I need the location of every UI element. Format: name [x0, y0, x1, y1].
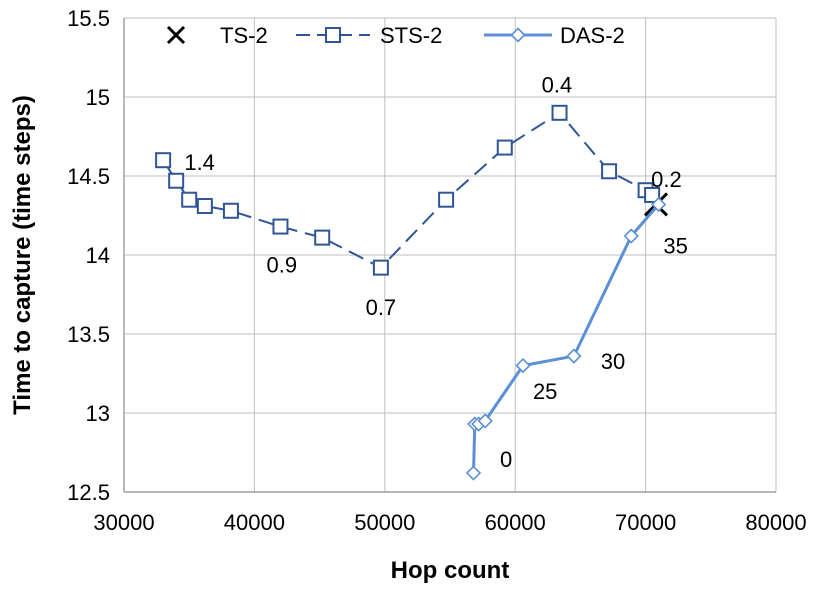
series-layer — [155, 104, 669, 481]
legend-label: STS-2 — [380, 23, 442, 48]
data-point — [515, 357, 531, 374]
data-label: 25 — [533, 379, 557, 404]
data-point — [222, 202, 239, 219]
axes: 30000 40000 50000 60000 70000 80000 12.5 13 13.5… — [67, 6, 806, 535]
y-tick-label: 13 — [86, 401, 110, 426]
data-label: 35 — [663, 234, 687, 259]
series-sts-2 — [155, 104, 661, 276]
data-point — [601, 163, 618, 180]
grid — [123, 17, 777, 493]
legend-entry-ts-2: TS-2 — [166, 23, 268, 48]
x-tick-label: 40000 — [224, 510, 285, 535]
data-point — [314, 229, 331, 246]
x-tick-label: 30000 — [93, 510, 154, 535]
legend-marker — [325, 27, 341, 43]
legend-label: DAS-2 — [560, 23, 625, 48]
data-label: 0 — [500, 447, 512, 472]
y-axis-title: Time to capture (time steps) — [9, 95, 36, 415]
data-point — [438, 191, 455, 208]
data-point — [644, 186, 661, 203]
y-tick-label: 15 — [86, 85, 110, 110]
x-axis-title: Hop count — [391, 557, 510, 584]
data-point — [551, 104, 568, 121]
data-point — [496, 139, 513, 156]
data-point — [372, 259, 389, 276]
x-tick-label: 60000 — [485, 510, 546, 535]
data-point — [272, 218, 289, 235]
data-label: 0.9 — [266, 252, 297, 277]
x-tick-label: 50000 — [354, 510, 415, 535]
legend: TS-2 STS-2 DAS-2 — [166, 23, 625, 48]
y-tick-label: 14 — [86, 243, 110, 268]
data-point — [566, 348, 582, 364]
data-label: 0.7 — [366, 295, 397, 320]
legend-label: TS-2 — [220, 23, 268, 48]
legend-entry-das-2: DAS-2 — [484, 23, 625, 48]
data-label: 0.2 — [651, 167, 682, 192]
data-point — [181, 191, 198, 208]
y-tick-label: 13.5 — [67, 322, 110, 347]
y-tick-label: 12.5 — [67, 480, 110, 505]
x-tick-label: 70000 — [615, 510, 676, 535]
data-point — [477, 413, 493, 429]
legend-marker — [510, 27, 526, 43]
y-tick-label: 15.5 — [67, 6, 110, 31]
data-label: 1.4 — [184, 150, 215, 175]
series-das-2 — [465, 196, 667, 481]
data-point — [168, 172, 185, 189]
data-point — [155, 152, 172, 169]
legend-marker — [166, 25, 186, 45]
series-line — [162, 111, 653, 269]
legend-entry-sts-2: STS-2 — [296, 23, 442, 48]
y-tick-label: 14.5 — [67, 164, 110, 189]
series-line — [472, 203, 660, 474]
data-point — [465, 465, 482, 481]
data-label: 30 — [601, 349, 625, 374]
data-label: 0.4 — [542, 72, 573, 97]
data-point — [651, 196, 667, 213]
point-labels: 1.4 0.9 0.7 0.4 0.2 35 30 25 0 — [184, 72, 687, 471]
data-point — [196, 198, 213, 215]
x-tick-label: 80000 — [745, 510, 806, 535]
data-point — [623, 228, 639, 244]
